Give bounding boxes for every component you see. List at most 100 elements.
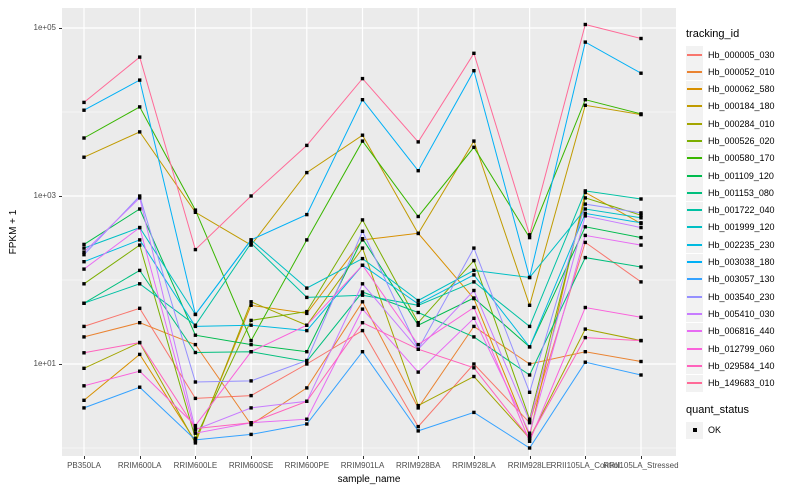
data-point (527, 436, 532, 441)
y-axis-title: FPKM + 1 (8, 209, 19, 255)
data-point (583, 196, 587, 200)
data-point (583, 350, 587, 354)
data-point (249, 318, 253, 323)
data-point (416, 302, 420, 306)
data-point (527, 345, 532, 349)
data-point (305, 399, 309, 403)
x-tick-label: RRIM600PE (284, 461, 330, 470)
data-point (360, 321, 365, 325)
legend-label: Hb_029584_140 (708, 360, 775, 371)
data-point (82, 398, 86, 402)
legend-key-icon (686, 46, 703, 63)
data-point (193, 312, 198, 317)
data-point (639, 338, 643, 343)
data-point (416, 214, 420, 219)
data-point (527, 439, 532, 443)
data-point (193, 210, 198, 214)
data-point (416, 403, 420, 408)
data-point (249, 323, 253, 327)
data-point (138, 268, 142, 273)
legend-label: Hb_000284_010 (708, 118, 775, 129)
data-point (138, 321, 142, 325)
data-point (639, 265, 643, 269)
data-point (527, 324, 532, 329)
data-point (193, 333, 198, 337)
legend-entry: Hb_000062_580 (686, 80, 800, 98)
data-point (82, 246, 86, 250)
data-point (193, 342, 198, 347)
data-point (138, 105, 142, 109)
data-point (193, 396, 198, 401)
data-point (639, 211, 643, 215)
data-point (82, 260, 86, 264)
data-point (472, 305, 476, 310)
data-point (360, 263, 365, 267)
data-point (472, 362, 476, 366)
data-point (249, 406, 253, 410)
legend-label: Hb_006816_440 (708, 326, 775, 337)
data-point (138, 207, 142, 211)
legend-label: Hb_001153_080 (708, 187, 774, 198)
legend-title: tracking_id (686, 28, 740, 40)
data-point (138, 225, 142, 230)
legend-entry: Hb_012799_060 (686, 340, 800, 358)
y-tick-mark (59, 196, 62, 197)
data-point (249, 194, 253, 198)
data-point (360, 218, 365, 222)
data-point (305, 358, 309, 363)
data-point (416, 342, 420, 347)
data-point (193, 324, 198, 329)
data-point (527, 275, 532, 280)
x-tick-mark (195, 456, 197, 459)
data-point (193, 431, 198, 435)
legend-key-icon (686, 167, 703, 185)
data-point (416, 310, 420, 315)
data-point (193, 247, 198, 252)
data-point (639, 225, 643, 230)
data-point (82, 335, 86, 339)
data-point (472, 51, 476, 55)
x-tick-mark (529, 456, 531, 459)
data-point (193, 441, 198, 445)
data-point (360, 282, 365, 286)
data-point (472, 145, 476, 149)
plot-panel (62, 8, 676, 456)
legend-entry: Hb_000580_170 (686, 149, 800, 167)
x-tick-label: RRIM600SE (228, 461, 274, 470)
data-point (360, 237, 365, 241)
x-tick-label: PB350LA (67, 461, 101, 470)
legend-entry: Hb_005410_030 (686, 305, 800, 323)
data-point (583, 327, 587, 331)
legend-label: Hb_003057_130 (708, 274, 775, 285)
data-point (583, 202, 587, 206)
data-point (138, 194, 142, 198)
legend-entry: Hb_003540_230 (686, 288, 800, 306)
data-point (305, 362, 309, 366)
data-point (82, 267, 86, 271)
legend-label: Hb_000184_180 (708, 101, 775, 112)
data-point (416, 406, 420, 410)
legend-entry: Hb_000284_010 (686, 115, 800, 133)
data-point (416, 169, 420, 173)
legend-label: Hb_005410_030 (708, 308, 775, 319)
x-tick-mark (306, 456, 308, 459)
legend-key-icon (686, 201, 703, 219)
data-point (138, 243, 142, 247)
data-point (305, 170, 309, 175)
data-point (472, 139, 476, 143)
legend-entry: Hb_001109_120 (686, 167, 800, 185)
legend-label: Hb_003540_230 (708, 291, 775, 302)
legend-entry: Hb_001153_080 (686, 184, 800, 202)
x-tick-label: RRIM600LE (173, 461, 218, 470)
data-point (639, 71, 643, 75)
data-point (416, 231, 420, 236)
data-point (472, 296, 476, 300)
data-point (305, 311, 309, 316)
data-point (583, 255, 587, 260)
data-point (583, 189, 587, 193)
legend-entry: Hb_001999_120 (686, 218, 800, 236)
legend-label: Hb_012799_060 (708, 343, 775, 354)
legend-label: Hb_001722_040 (708, 205, 775, 216)
legend-label: Hb_000580_170 (708, 153, 775, 164)
